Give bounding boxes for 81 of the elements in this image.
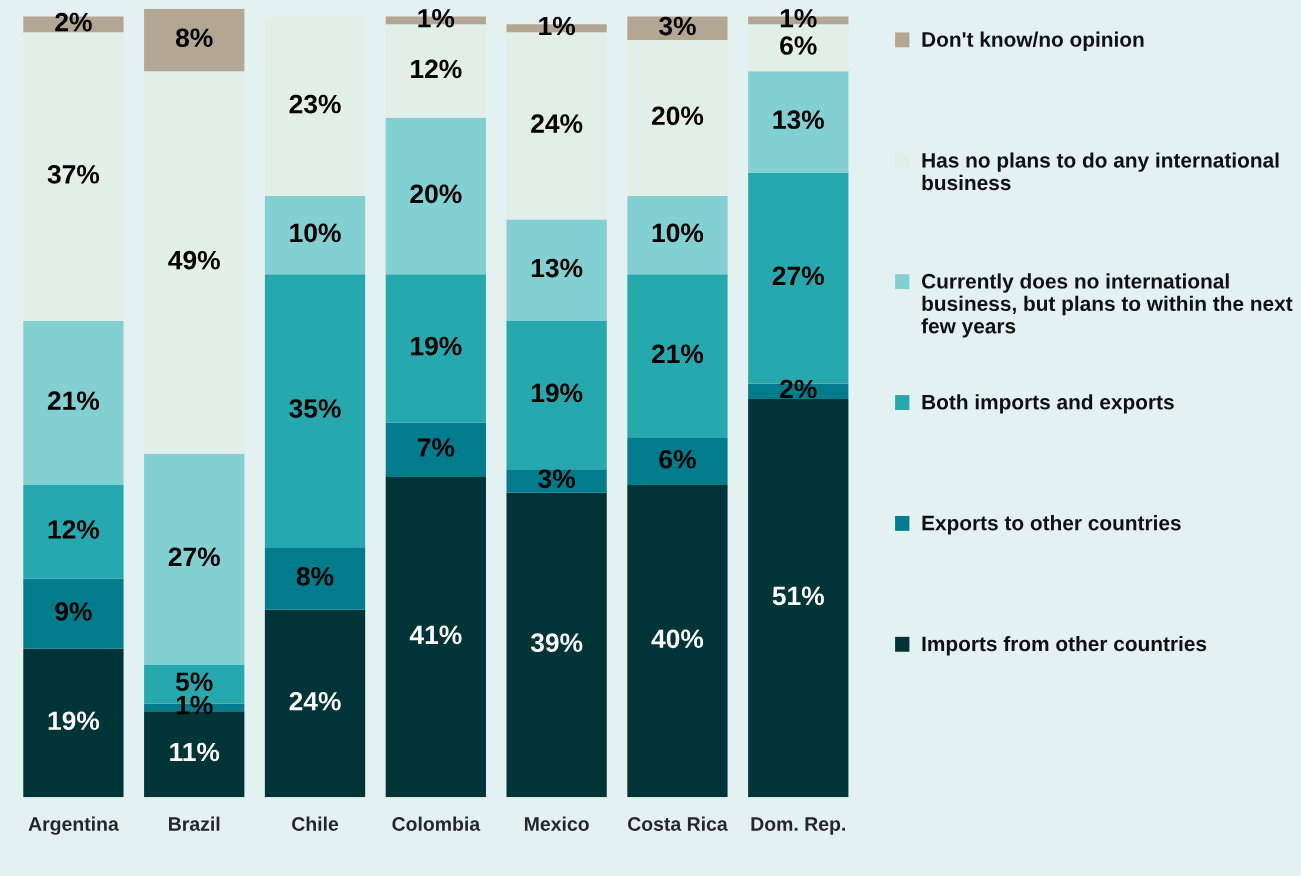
legend-label: Imports from other countries [922,635,1207,656]
data-label: 51% [772,586,824,606]
bar [264,16,366,197]
data-label: 40% [651,629,704,649]
data-label: 27% [772,266,824,286]
data-label: 3% [658,16,696,36]
data-label: 6% [780,36,817,55]
data-label: 2% [780,379,817,399]
x-tick-label: Colombia [392,816,481,831]
bar [23,321,124,485]
data-label: 49% [168,250,220,270]
bar [385,477,486,798]
bar [264,609,366,798]
bar [144,453,245,665]
bar [144,8,245,72]
x-tick-label: Costa Rica [628,816,728,831]
bar [627,484,728,798]
bar [627,274,728,439]
data-label: 13% [531,258,583,278]
data-label: 1% [418,8,455,28]
bar [506,492,607,798]
x-tick-label: Brazil [169,816,220,831]
bar [627,196,728,275]
bar [748,399,849,798]
bar [144,71,245,454]
bar [264,196,366,275]
bar [23,648,124,798]
data-label: 3% [538,469,576,489]
bar [506,219,607,321]
data-label: 10% [290,223,341,243]
data-label: 13% [773,110,824,130]
data-label: 24% [289,691,341,711]
bar [23,32,124,321]
data-label: 19% [531,383,583,403]
data-label: 19% [48,711,100,731]
data-label: 27% [168,547,220,567]
legend-label: Currently does no international business, but plans to within the next few years [921,273,1293,338]
data-label: 5% [175,672,213,692]
data-label: 21% [47,391,100,410]
data-label: 19% [411,336,462,356]
data-label: 12% [411,59,462,79]
data-label: 8% [175,28,213,48]
data-label: 20% [410,184,462,204]
data-label: 41% [409,625,462,645]
x-tick-label: Chile [292,816,339,831]
data-label: 21% [651,344,704,364]
bar [748,71,849,173]
bar [23,484,124,579]
data-label: 1% [539,16,576,36]
data-label: 37% [47,164,100,184]
bar [627,438,728,485]
legend-label: Both imports and exports [922,394,1174,414]
bar [385,118,486,275]
data-label: 1% [176,695,213,715]
legend-label: Has no plans to do any international business [922,152,1279,191]
data-label: 24% [531,114,583,133]
data-label: 9% [55,602,92,621]
x-tick-label: Dom. Rep. [751,817,845,835]
legend-label: Exports to other countries [922,515,1181,535]
data-label: 7% [417,438,455,457]
data-label: 11% [170,742,220,762]
data-label: 20% [651,106,704,126]
data-label: 8% [296,566,334,586]
bar [385,422,486,478]
bar [264,547,366,610]
x-tick-label: Mexico [524,816,589,831]
bar [506,321,607,470]
data-label: 35% [289,399,341,418]
data-label: 1% [780,8,817,28]
legend-label: Don't know/no opinion [922,31,1144,51]
data-label: 39% [530,633,583,653]
x-tick-label: Argentina [28,816,119,835]
data-label: 2% [55,12,92,32]
data-label: 10% [652,223,704,243]
bar [385,274,486,423]
data-label: 12% [48,520,100,539]
bar [627,39,728,197]
data-label: 6% [659,449,696,469]
bar [23,578,124,649]
bar [264,274,366,548]
data-label: 23% [289,94,341,114]
